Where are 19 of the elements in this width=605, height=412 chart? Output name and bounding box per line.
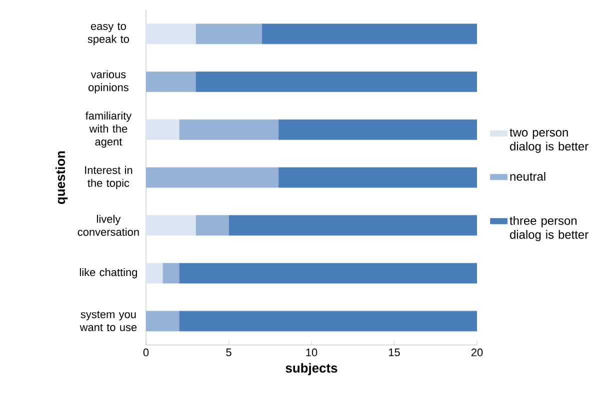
- x-tick-label: 15: [388, 348, 400, 356]
- x-tick-label: 0: [143, 348, 149, 356]
- x-tick-label: 10: [306, 348, 318, 356]
- x-axis-title: subjects: [286, 363, 338, 376]
- bar: [195, 215, 229, 236]
- y-tick-label: familiarity with the agent: [85, 112, 132, 148]
- legend-label: two person dialog is better: [510, 128, 588, 153]
- y-tick-label: various opinions: [88, 70, 128, 94]
- y-tick-label: like chatting: [80, 268, 137, 278]
- bar: [162, 263, 180, 284]
- y-tick-label: system you want to use: [80, 311, 137, 332]
- y-tick-label: Interest in the topic: [85, 166, 132, 190]
- x-tick-label: 5: [226, 348, 232, 356]
- legend-label: three person dialog is better: [510, 216, 588, 242]
- y-tick-label: easy to speak to: [88, 22, 130, 46]
- x-tick-label: 20: [471, 348, 483, 356]
- legend-label: neutral: [510, 172, 546, 181]
- y-axis-title: question: [56, 151, 68, 204]
- y-tick-label: lively conversation: [78, 214, 139, 236]
